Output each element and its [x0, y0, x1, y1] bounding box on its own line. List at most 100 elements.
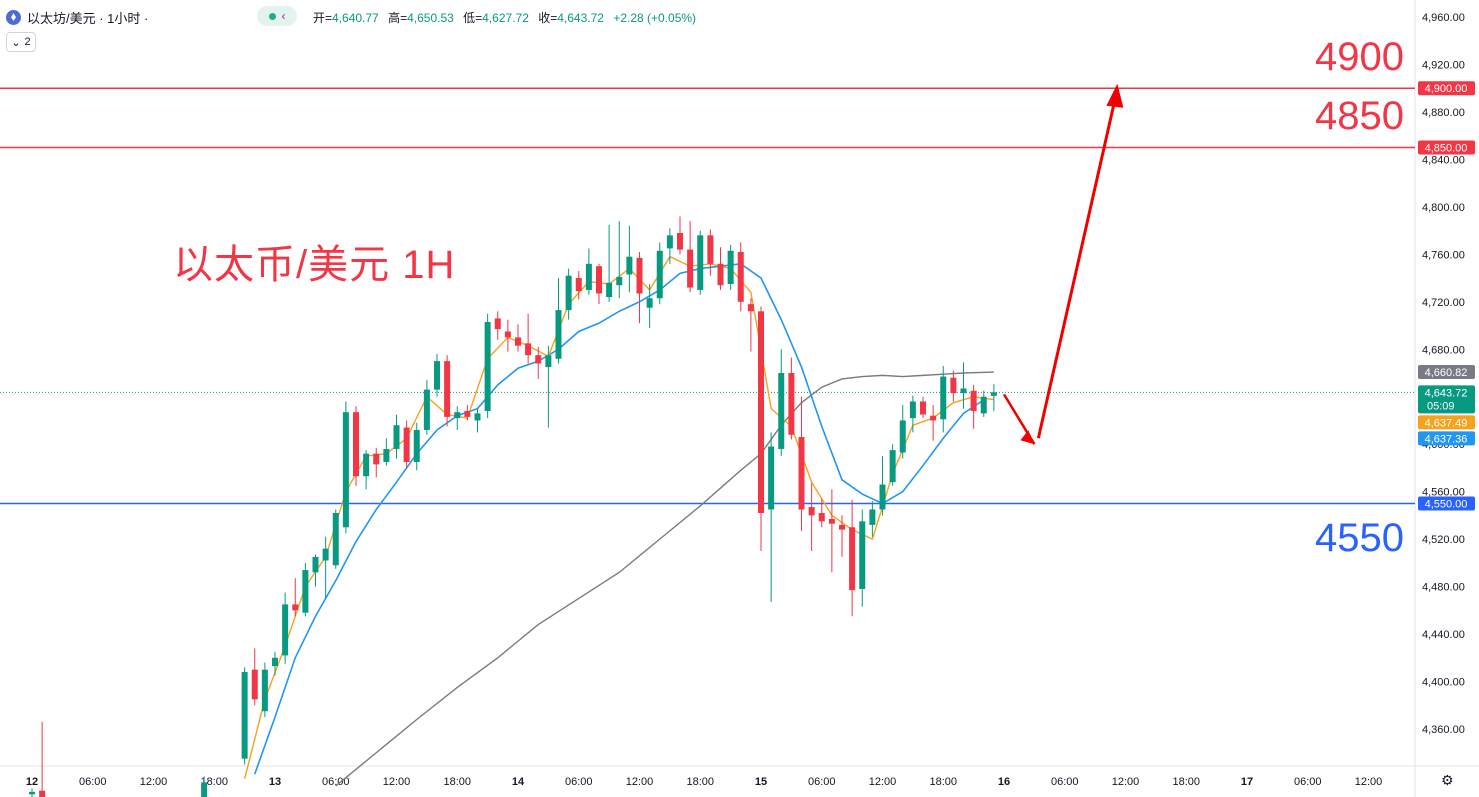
candle-body [707, 235, 714, 264]
candle-body [272, 657, 278, 667]
candle-body [251, 669, 258, 700]
arrowhead-down-icon [1020, 430, 1035, 445]
candle-body [261, 669, 268, 712]
x-tick-label: 18:00 [200, 776, 228, 788]
y-tick-label: 4,480.00 [1422, 582, 1465, 594]
candle-body [849, 527, 856, 591]
chevron-down-icon: ⌄ [11, 36, 21, 49]
indicator-count: 2 [24, 36, 31, 48]
candle-body [960, 388, 967, 394]
x-tick-label: 12:00 [140, 776, 168, 788]
candle-body [970, 390, 977, 411]
candle-body [454, 412, 461, 419]
market-open-dot-icon [268, 12, 276, 20]
candle-body [909, 401, 916, 419]
x-tick-label: 12:00 [869, 776, 897, 788]
x-tick-label: 06:00 [79, 776, 107, 788]
candle-body [322, 548, 329, 561]
y-tick-label: 4,760.00 [1422, 249, 1465, 261]
candle-body [940, 376, 947, 420]
y-tick-label: 4,360.00 [1422, 724, 1465, 736]
candle-body [373, 453, 380, 465]
level-price-tag [1418, 81, 1475, 96]
x-tick-label: 13 [269, 776, 281, 788]
level-price-tag-label: 4,900.00 [1425, 83, 1468, 95]
candle-body [859, 521, 866, 589]
market-status-pill[interactable]: ‹ [257, 6, 297, 26]
candle-body [474, 413, 481, 421]
candle-body [687, 249, 694, 288]
y-tick-label: 4,840.00 [1422, 154, 1465, 166]
candle-body [980, 396, 987, 414]
y-tick-label: 4,680.00 [1422, 344, 1465, 356]
candle-body [241, 672, 248, 759]
price-tag [1418, 385, 1475, 414]
settings-gear-icon[interactable]: ⚙ [1441, 772, 1454, 788]
candle-body [950, 377, 957, 394]
low-label: 低= [463, 11, 483, 25]
candle-body [575, 278, 582, 292]
ohlc-readout: 开=4,640.77 高=4,650.53 低=4,627.72 收=4,643… [313, 9, 702, 26]
level-price-tag [1418, 140, 1475, 155]
candle-body [535, 355, 542, 364]
indicator-toggle[interactable]: ⌄ 2 [6, 32, 36, 52]
x-tick-label: 12:00 [1112, 776, 1140, 788]
candle-body [484, 321, 491, 411]
change-value: +2.28 (+0.05%) [613, 11, 697, 25]
candle-body [889, 450, 896, 483]
candle-body [494, 318, 501, 330]
candle-body [606, 282, 613, 298]
y-tick-label: 4,880.00 [1422, 107, 1465, 119]
x-tick-label: 18:00 [929, 776, 957, 788]
candle-body [808, 507, 815, 516]
candle-body [423, 389, 430, 430]
projection-arrow-up-segment [1036, 97, 1117, 439]
x-tick-label: 06:00 [1294, 776, 1322, 788]
close-label: 收= [538, 11, 558, 25]
candle-body [353, 412, 359, 477]
high-label: 高= [388, 11, 408, 25]
price-tag-label: 4,660.82 [1425, 367, 1468, 379]
annotation-level-4900: 4900 [1315, 35, 1404, 79]
candle-body [464, 410, 471, 417]
symbol-header[interactable]: 以太坊/美元 · 1小时 · [6, 8, 148, 27]
candle-body [798, 437, 805, 510]
candle-body [596, 266, 602, 294]
candle-body [504, 331, 511, 338]
annotation-level-4850: 4850 [1315, 94, 1404, 138]
candle-body [292, 604, 299, 611]
candle-body [677, 232, 683, 250]
x-tick-label: 18:00 [1172, 776, 1200, 788]
candle-body [302, 569, 309, 613]
x-tick-label: 12:00 [1355, 776, 1383, 788]
candle-body [565, 275, 572, 311]
x-tick-label: 12:00 [383, 776, 411, 788]
y-tick-label: 4,720.00 [1422, 297, 1465, 309]
high-value: 4,650.53 [407, 11, 454, 25]
candle-body [646, 298, 653, 308]
x-tick-label: 06:00 [322, 776, 350, 788]
candle-body [312, 556, 319, 573]
candle-body [717, 263, 724, 286]
candle-body [747, 304, 754, 312]
candle-body [434, 361, 440, 390]
candle-body [818, 513, 825, 522]
candle-body [515, 337, 521, 346]
y-tick-label: 4,800.00 [1422, 202, 1465, 214]
candle-body [332, 513, 339, 566]
candle-body [737, 251, 744, 302]
candle-body [768, 446, 775, 510]
low-value: 4,627.72 [482, 11, 529, 25]
countdown-label: 05:09 [1427, 400, 1455, 412]
price-tag-label: 4,637.49 [1425, 417, 1468, 429]
level-price-tag-label: 4,550.00 [1425, 499, 1468, 511]
candle-body [403, 427, 410, 462]
candle-body [525, 343, 532, 356]
candle-body [697, 235, 704, 290]
y-tick-label: 4,440.00 [1422, 629, 1465, 641]
x-tick-label: 15 [755, 776, 767, 788]
candle-body [282, 604, 289, 656]
candle-body [656, 250, 663, 299]
candle-body [758, 311, 764, 514]
